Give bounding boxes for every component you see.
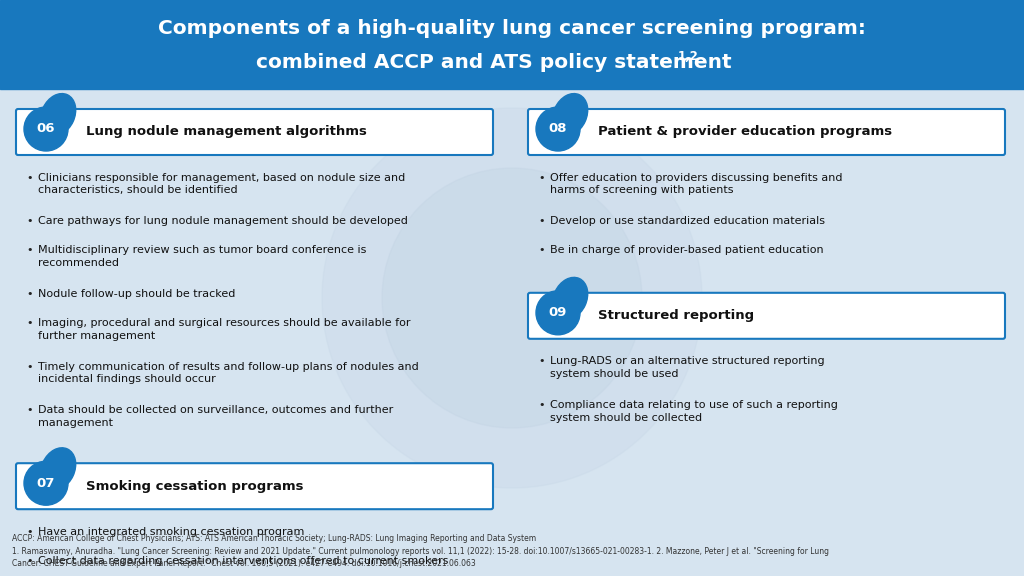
Text: 07: 07 — [37, 477, 55, 490]
Text: 1,2: 1,2 — [678, 50, 698, 63]
Text: •: • — [538, 245, 545, 255]
Circle shape — [382, 168, 642, 428]
Text: 06: 06 — [37, 123, 55, 135]
Text: •: • — [26, 405, 33, 415]
Text: Timely communication of results and follow-up plans of nodules and
incidental fi: Timely communication of results and foll… — [38, 362, 419, 384]
Text: Be in charge of provider-based patient education: Be in charge of provider-based patient e… — [550, 245, 823, 255]
Ellipse shape — [41, 93, 76, 136]
Text: Components of a high-quality lung cancer screening program:: Components of a high-quality lung cancer… — [158, 18, 866, 37]
Text: Have an integrated smoking cessation program: Have an integrated smoking cessation pro… — [38, 527, 304, 537]
Text: Offer education to providers discussing benefits and
harms of screening with pat: Offer education to providers discussing … — [550, 173, 843, 195]
FancyBboxPatch shape — [16, 109, 493, 155]
Text: Compliance data relating to use of such a reporting
system should be collected: Compliance data relating to use of such … — [550, 400, 838, 423]
Text: Imaging, procedural and surgical resources should be available for
further manag: Imaging, procedural and surgical resourc… — [38, 318, 411, 341]
Text: 08: 08 — [549, 123, 567, 135]
Text: •: • — [26, 527, 33, 537]
Text: Nodule follow-up should be tracked: Nodule follow-up should be tracked — [38, 289, 236, 299]
Circle shape — [24, 107, 68, 151]
Text: Care pathways for lung nodule management should be developed: Care pathways for lung nodule management… — [38, 216, 408, 226]
Ellipse shape — [553, 278, 588, 320]
Text: •: • — [538, 400, 545, 410]
Text: Clinicians responsible for management, based on nodule size and
characteristics,: Clinicians responsible for management, b… — [38, 173, 406, 195]
Ellipse shape — [41, 448, 76, 490]
Text: Data should be collected on surveillance, outcomes and further
management: Data should be collected on surveillance… — [38, 405, 393, 428]
Text: combined ACCP and ATS policy statement: combined ACCP and ATS policy statement — [256, 52, 732, 71]
Text: Lung nodule management algorithms: Lung nodule management algorithms — [86, 126, 367, 138]
Text: Structured reporting: Structured reporting — [598, 309, 754, 323]
Text: •: • — [26, 362, 33, 372]
Text: Collect data regarding cessation interventions offered to current smokers: Collect data regarding cessation interve… — [38, 556, 449, 566]
FancyBboxPatch shape — [16, 463, 493, 509]
FancyBboxPatch shape — [528, 293, 1005, 339]
Text: •: • — [26, 289, 33, 299]
Text: •: • — [26, 318, 33, 328]
Text: ACCP: American College of Chest Physicians; ATS: ATS American Thoracic Society; : ACCP: American College of Chest Physicia… — [12, 534, 829, 568]
Circle shape — [322, 108, 702, 488]
Text: Develop or use standardized education materials: Develop or use standardized education ma… — [550, 216, 825, 226]
Ellipse shape — [553, 93, 588, 136]
Circle shape — [536, 291, 580, 335]
Text: •: • — [538, 357, 545, 366]
Circle shape — [24, 461, 68, 505]
Text: Lung-RADS or an alternative structured reporting
system should be used: Lung-RADS or an alternative structured r… — [550, 357, 824, 379]
Text: •: • — [538, 173, 545, 183]
FancyBboxPatch shape — [528, 109, 1005, 155]
Text: 09: 09 — [549, 306, 567, 319]
Text: Patient & provider education programs: Patient & provider education programs — [598, 126, 892, 138]
Text: •: • — [26, 556, 33, 566]
Text: •: • — [26, 216, 33, 226]
Bar — [0, 0, 1024, 89]
Text: Smoking cessation programs: Smoking cessation programs — [86, 480, 303, 492]
Circle shape — [536, 107, 580, 151]
Text: •: • — [26, 245, 33, 255]
Text: Multidisciplinary review such as tumor board conference is
recommended: Multidisciplinary review such as tumor b… — [38, 245, 367, 268]
Text: •: • — [26, 173, 33, 183]
Text: •: • — [538, 216, 545, 226]
